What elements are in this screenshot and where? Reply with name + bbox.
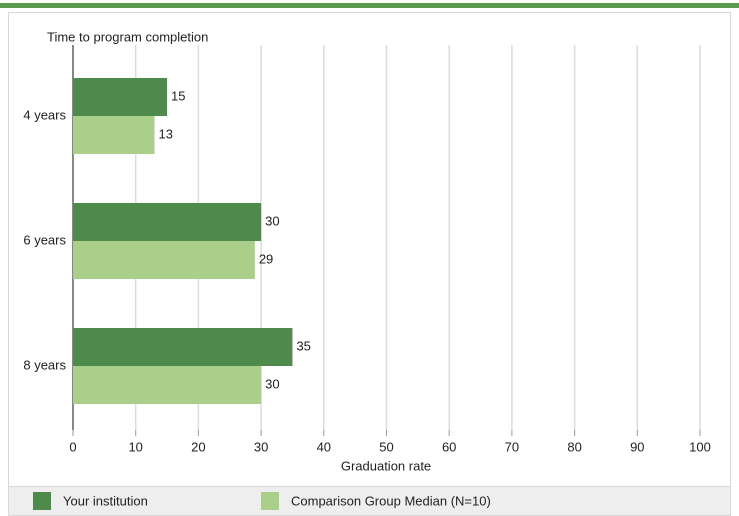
bar: [73, 78, 168, 116]
bar: [73, 116, 155, 154]
y-tick-label: 6 years: [23, 232, 66, 247]
bar: [73, 203, 262, 241]
x-tick-label: 20: [191, 439, 205, 454]
x-tick-label: 40: [317, 439, 331, 454]
bar: [73, 366, 262, 404]
legend-area: [8, 486, 731, 516]
value-label: 30: [265, 213, 279, 228]
x-tick-label: 10: [128, 439, 142, 454]
x-tick-label: 90: [630, 439, 644, 454]
value-label: 29: [259, 251, 273, 266]
y-tick-label: 4 years: [23, 107, 66, 122]
x-tick-label: 80: [567, 439, 581, 454]
value-label: 35: [296, 338, 310, 353]
x-axis-label: Graduation rate: [341, 458, 431, 473]
value-label: 13: [159, 126, 173, 141]
y-tick-label: 8 years: [23, 357, 66, 372]
bar: [73, 328, 293, 366]
legend-label: Comparison Group Median (N=10): [291, 493, 491, 508]
value-label: 30: [265, 376, 279, 391]
x-tick-label: 50: [379, 439, 393, 454]
x-tick-label: 30: [254, 439, 268, 454]
x-tick-label: 100: [689, 439, 711, 454]
x-tick-label: 0: [69, 439, 76, 454]
legend-swatch: [261, 492, 279, 510]
x-tick-label: 70: [505, 439, 519, 454]
legend-swatch: [33, 492, 51, 510]
x-tick-label: 60: [442, 439, 456, 454]
value-label: 15: [171, 88, 185, 103]
legend-label: Your institution: [63, 493, 148, 508]
chart-title: Time to program completion: [47, 29, 208, 44]
top-bar: [0, 3, 739, 8]
bar: [73, 241, 255, 279]
